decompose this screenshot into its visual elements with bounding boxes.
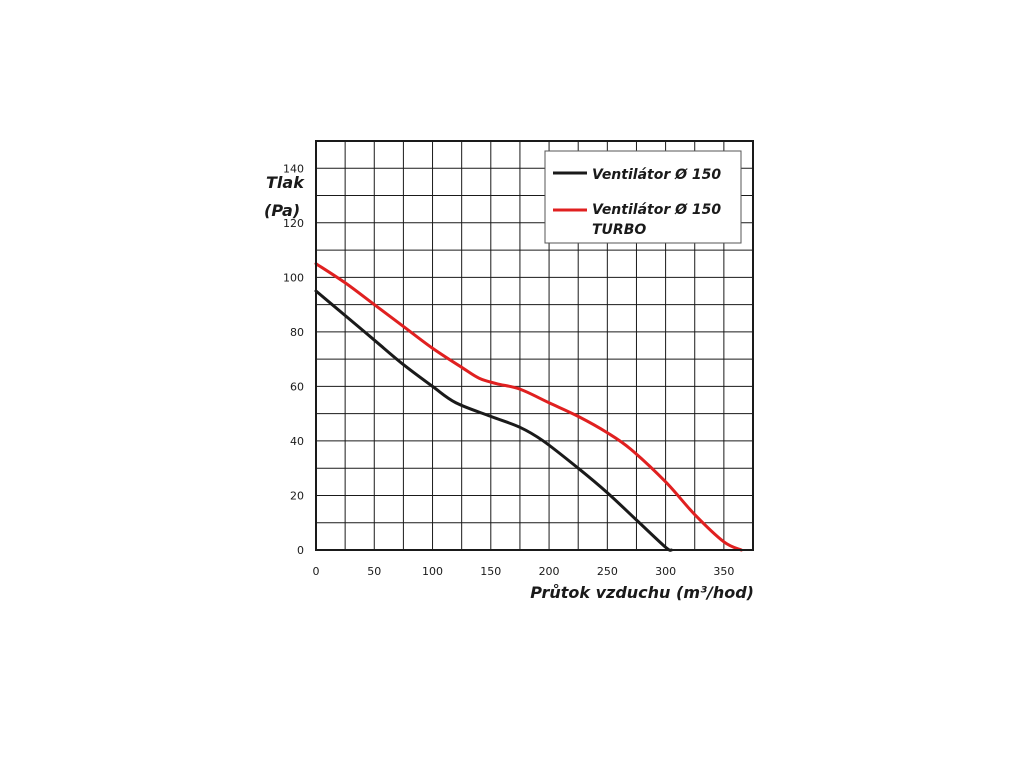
- y-tick-label: 100: [283, 271, 304, 284]
- plot-frame: [315, 140, 754, 551]
- legend-box: [544, 150, 742, 244]
- tick-labels: 0 50 100 150 200 250 300 350 0 20 40 60 80 100 120 140: [283, 162, 734, 578]
- y-tick-label: 80: [290, 326, 304, 339]
- y-axis-title: Tlak: [266, 173, 305, 192]
- series-line-ventilator: [314, 289, 673, 552]
- y-tick-label: 140: [283, 162, 304, 175]
- x-tick-label: 250: [597, 565, 618, 578]
- x-tick-label: 100: [422, 565, 443, 578]
- series-line-ventilator-turbo: [314, 262, 743, 552]
- legend-label-ventilator: Ventilátor Ø 150: [592, 167, 721, 183]
- x-tick-label: 50: [367, 565, 381, 578]
- x-tick-label: 300: [655, 565, 676, 578]
- x-tick-label: 200: [539, 565, 560, 578]
- series-lines: [314, 262, 743, 552]
- legend: Ventilátor Ø 150 Ventilátor Ø 150 TURBO: [544, 150, 742, 244]
- y-tick-label: 0: [297, 544, 304, 557]
- x-tick-label: 350: [713, 565, 734, 578]
- y-tick-label: 120: [283, 217, 304, 230]
- legend-label-ventilator-turbo: Ventilátor Ø 150: [592, 202, 721, 218]
- x-axis-title: Průtok vzduchu (m³/hod): [530, 583, 754, 602]
- x-tick-label: 0: [313, 565, 320, 578]
- y-axis-unit: (Pa): [264, 201, 300, 220]
- x-tick-label: 150: [480, 565, 501, 578]
- y-tick-label: 60: [290, 380, 304, 393]
- y-tick-label: 20: [290, 489, 304, 502]
- legend-label-turbo-suffix: TURBO: [592, 222, 646, 238]
- y-tick-label: 40: [290, 435, 304, 448]
